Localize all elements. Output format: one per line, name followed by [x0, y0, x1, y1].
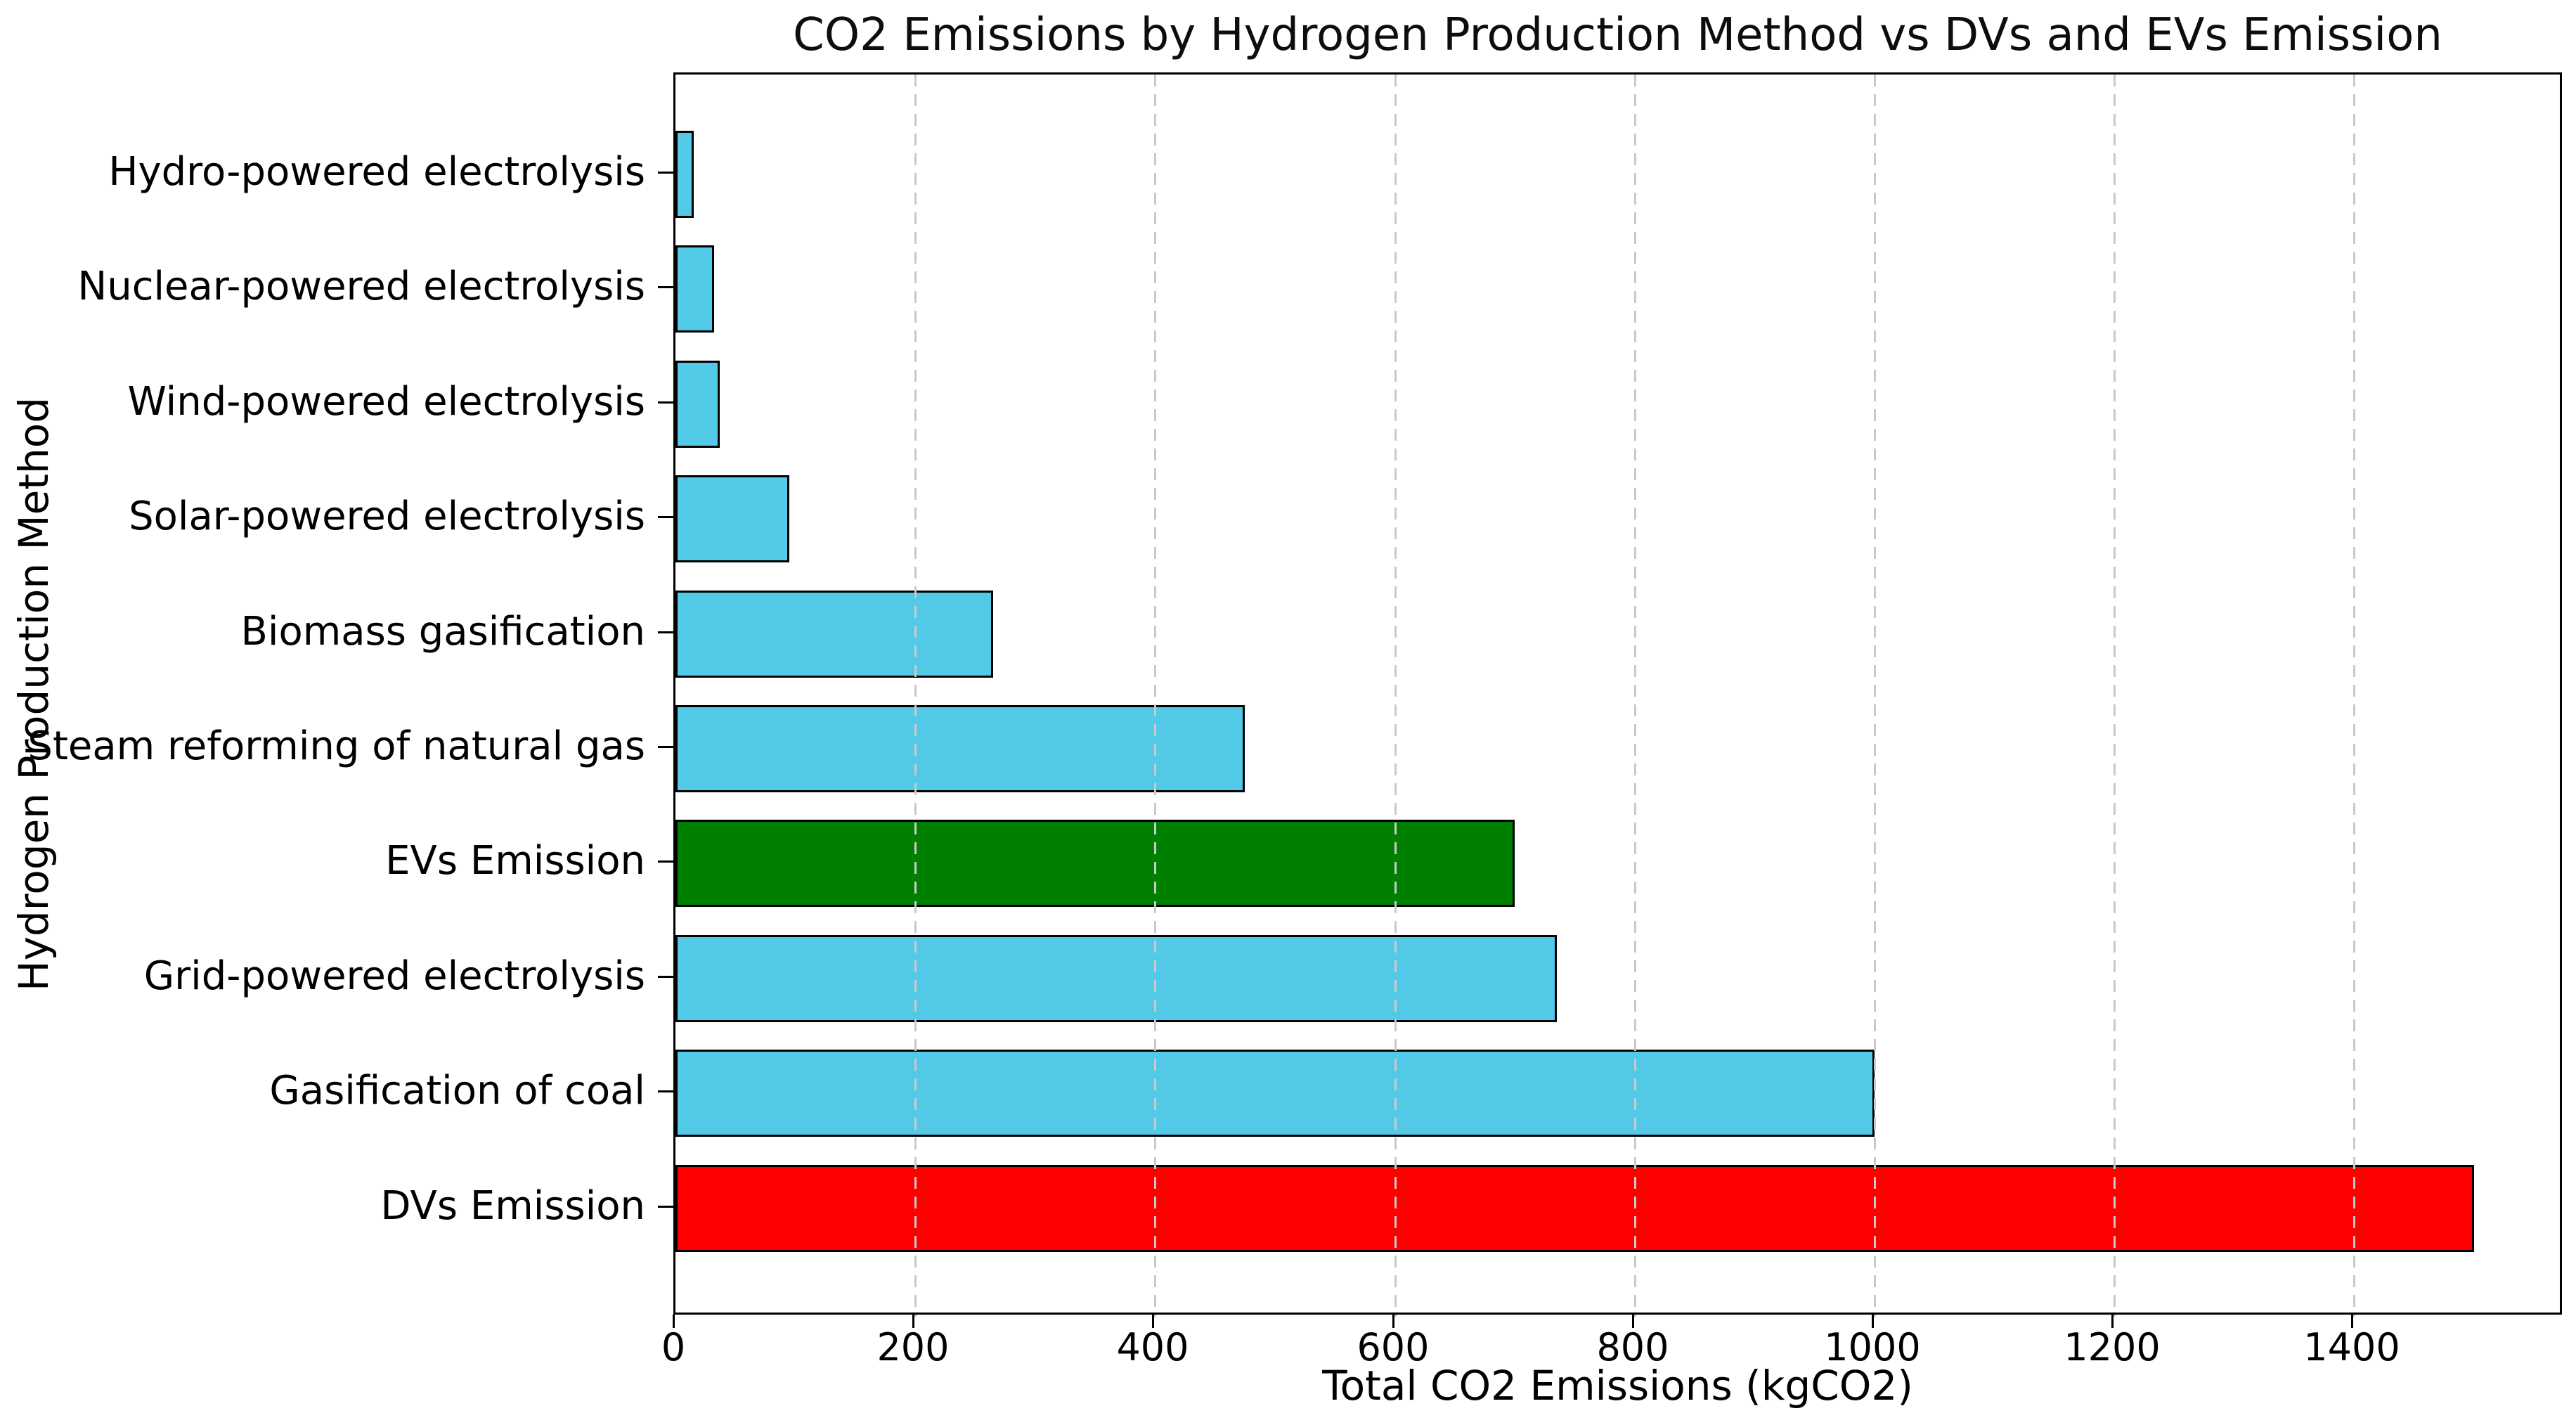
x-tick-1400	[2351, 1315, 2353, 1328]
y-category-label-biomass-gasification: Biomass gasification	[240, 608, 645, 655]
y-tick-biomass-gasification	[658, 631, 673, 633]
y-category-label-nuclear-powered-electrolysis: Nuclear-powered electrolysis	[77, 264, 645, 310]
gridline-1200	[2114, 75, 2116, 1317]
y-category-label-solar-powered-electrolysis: Solar-powered electrolysis	[129, 494, 645, 540]
y-category-label-gasification-of-coal: Gasification of coal	[269, 1068, 645, 1114]
x-tick-label-800: 800	[1596, 1325, 1669, 1369]
y-tick-gasification-of-coal	[658, 1090, 673, 1093]
x-tick-1200	[2111, 1315, 2114, 1328]
x-tick-label-600: 600	[1357, 1325, 1430, 1369]
x-tick-200	[912, 1315, 914, 1328]
x-tick-label-400: 400	[1116, 1325, 1189, 1369]
gridline-800	[1634, 75, 1636, 1317]
y-category-label-grid-powered-electrolysis: Grid-powered electrolysis	[143, 953, 645, 999]
gridline-200	[914, 75, 917, 1317]
y-tick-nuclear-powered-electrolysis	[658, 286, 673, 289]
x-tick-label-1000: 1000	[1824, 1325, 1921, 1369]
bar-solar-powered-electrolysis	[675, 475, 789, 563]
x-tick-label-1400: 1400	[2303, 1325, 2400, 1369]
y-tick-evs-emission	[658, 860, 673, 863]
y-category-label-wind-powered-electrolysis: Wind-powered electrolysis	[127, 378, 645, 425]
y-tick-steam-reforming-of-natural-gas	[658, 746, 673, 748]
x-axis-label: Total CO2 Emissions (kgCO2)	[1322, 1362, 1913, 1410]
x-tick-600	[1392, 1315, 1394, 1328]
x-tick-0	[673, 1315, 675, 1328]
bar-dvs-emission	[675, 1164, 2474, 1252]
gridline-1400	[2353, 75, 2355, 1317]
y-tick-grid-powered-electrolysis	[658, 975, 673, 978]
y-tick-dvs-emission	[658, 1205, 673, 1208]
bar-evs-emission	[675, 820, 1515, 908]
bar-steam-reforming-of-natural-gas	[675, 705, 1245, 792]
y-axis-label: Hydrogen Production Method	[10, 396, 58, 991]
y-tick-wind-powered-electrolysis	[658, 401, 673, 404]
gridline-400	[1154, 75, 1156, 1317]
chart-title: CO2 Emissions by Hydrogen Production Met…	[793, 9, 2442, 61]
y-category-label-dvs-emission: DVs Emission	[380, 1182, 645, 1229]
bar-grid-powered-electrolysis	[675, 934, 1557, 1022]
bar-gasification-of-coal	[675, 1050, 1875, 1137]
x-tick-label-200: 200	[876, 1325, 950, 1369]
bar-biomass-gasification	[675, 590, 993, 678]
bar-nuclear-powered-electrolysis	[675, 245, 714, 333]
x-tick-label-0: 0	[661, 1325, 686, 1369]
gridline-600	[1394, 75, 1397, 1317]
y-category-label-evs-emission: EVs Emission	[385, 838, 645, 884]
y-category-label-hydro-powered-electrolysis: Hydro-powered electrolysis	[108, 149, 645, 195]
x-tick-1000	[1872, 1315, 1874, 1328]
x-tick-800	[1632, 1315, 1634, 1328]
bar-wind-powered-electrolysis	[675, 360, 720, 448]
y-tick-solar-powered-electrolysis	[658, 516, 673, 519]
plot-area	[673, 72, 2562, 1317]
gridline-1000	[1874, 75, 1876, 1317]
y-tick-hydro-powered-electrolysis	[658, 172, 673, 174]
x-tick-label-1200: 1200	[2064, 1325, 2161, 1369]
y-category-label-steam-reforming-of-natural-gas: Steam reforming of natural gas	[27, 723, 645, 769]
x-tick-400	[1152, 1315, 1154, 1328]
bar-hydro-powered-electrolysis	[675, 131, 694, 218]
